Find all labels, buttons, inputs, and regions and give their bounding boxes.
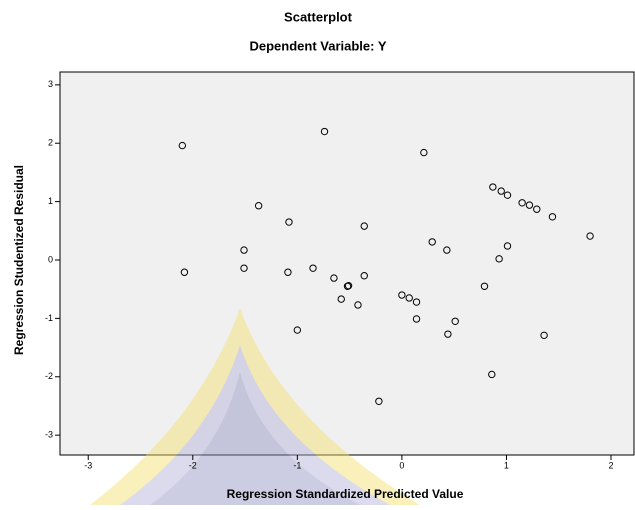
y-tick-label: 3 [48, 79, 53, 89]
chart: Scatterplot Dependent Variable: Y Regres… [0, 0, 635, 505]
x-tick-label: -1 [293, 460, 301, 470]
page: Scatterplot Dependent Variable: Y Regres… [0, 0, 635, 505]
y-axis-label: Regression Studentized Residual [12, 165, 26, 355]
plot-area [60, 72, 634, 455]
x-tick-label: 1 [504, 460, 509, 470]
x-axis-label: Regression Standardized Predicted Value [227, 487, 464, 501]
x-tick-label: 2 [608, 460, 613, 470]
x-tick-label: 0 [399, 460, 404, 470]
chart-title: Scatterplot [284, 9, 353, 24]
y-tick-label: -2 [45, 371, 53, 381]
y-tick-label: 0 [48, 254, 53, 264]
y-tick-label: -1 [45, 313, 53, 323]
x-tick-label: -2 [189, 460, 197, 470]
x-tick-label: -3 [84, 460, 92, 470]
y-tick-label: -3 [45, 430, 53, 440]
chart-subtitle: Dependent Variable: Y [249, 38, 386, 53]
y-tick-label: 2 [48, 138, 53, 148]
y-tick-label: 1 [48, 196, 53, 206]
